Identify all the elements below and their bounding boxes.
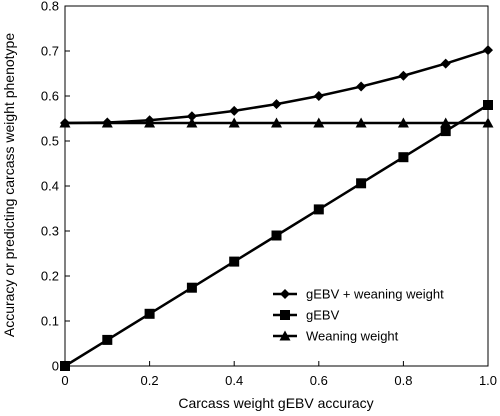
x-tick-label: 0.2 bbox=[141, 373, 159, 388]
data-point bbox=[144, 308, 155, 319]
x-tick-label: 0 bbox=[61, 373, 68, 388]
plot-area bbox=[64, 5, 489, 367]
data-point bbox=[60, 361, 70, 371]
y-tick-label: 0.6 bbox=[41, 89, 59, 104]
data-point bbox=[271, 99, 282, 110]
series-line bbox=[64, 48, 489, 125]
data-point bbox=[440, 126, 451, 137]
data-point bbox=[440, 117, 452, 128]
legend-marker bbox=[280, 289, 290, 299]
y-tick-label: 0.3 bbox=[41, 224, 59, 239]
legend-entry: gEBV + weaning weight bbox=[273, 287, 444, 302]
data-point bbox=[440, 58, 451, 69]
x-tick-label: 0.4 bbox=[225, 373, 243, 388]
legend-entry: Weaning weight bbox=[273, 329, 399, 344]
y-tick-label: 0.5 bbox=[41, 134, 59, 149]
data-point bbox=[186, 111, 197, 122]
series-layer bbox=[59, 45, 494, 371]
data-point bbox=[313, 91, 324, 101]
data-point bbox=[313, 117, 325, 128]
series-2 bbox=[59, 117, 494, 128]
legend-marker bbox=[279, 330, 291, 341]
plot-border bbox=[64, 5, 489, 367]
data-point bbox=[356, 178, 367, 189]
data-point bbox=[483, 45, 493, 56]
y-tick-label: 0.2 bbox=[41, 269, 59, 284]
y-tick-label: 0.7 bbox=[41, 44, 59, 59]
y-tick-label: 0.8 bbox=[41, 0, 59, 14]
data-point bbox=[271, 117, 282, 128]
x-tick-label: 0.6 bbox=[310, 373, 328, 388]
legend: gEBV + weaning weight gEBV Weaning weight bbox=[273, 287, 444, 344]
legend-label: gEBV bbox=[306, 308, 340, 323]
y-axis-ticks: 0 0.1 0.2 0.3 0.4 0.5 0.6 0.7 0.8 bbox=[41, 0, 70, 374]
data-point bbox=[228, 117, 240, 128]
x-axis-title: Carcass weight gEBV accuracy bbox=[178, 395, 373, 411]
data-point bbox=[229, 105, 240, 116]
data-point bbox=[355, 117, 367, 128]
y-axis-title: Accuracy or predicting carcass weight ph… bbox=[1, 33, 17, 337]
legend-marker bbox=[280, 310, 290, 320]
data-point bbox=[398, 152, 409, 163]
legend-entry: gEBV bbox=[273, 308, 340, 323]
data-point bbox=[397, 117, 409, 128]
data-point bbox=[101, 117, 113, 128]
data-point bbox=[483, 100, 493, 110]
x-tick-label: 0.8 bbox=[394, 373, 412, 388]
data-point bbox=[482, 117, 494, 128]
data-point bbox=[144, 117, 156, 128]
data-point bbox=[186, 117, 198, 128]
x-tick-label: 1.0 bbox=[479, 373, 497, 388]
y-tick-label: 0 bbox=[52, 359, 59, 374]
data-point bbox=[356, 81, 367, 92]
data-point bbox=[229, 256, 240, 267]
data-point bbox=[186, 282, 197, 293]
legend-label: gEBV + weaning weight bbox=[306, 287, 444, 302]
x-axis-ticks: 0 0.2 0.4 0.6 0.8 1.0 bbox=[61, 361, 497, 388]
data-point bbox=[313, 204, 324, 215]
series-1 bbox=[60, 100, 493, 371]
data-point bbox=[102, 334, 113, 345]
legend-label: Weaning weight bbox=[306, 329, 399, 344]
y-tick-label: 0.4 bbox=[41, 179, 59, 194]
series-0 bbox=[60, 45, 493, 128]
y-tick-label: 0.1 bbox=[41, 314, 59, 329]
data-point bbox=[59, 117, 71, 128]
data-point bbox=[398, 70, 409, 81]
data-point bbox=[271, 230, 282, 241]
